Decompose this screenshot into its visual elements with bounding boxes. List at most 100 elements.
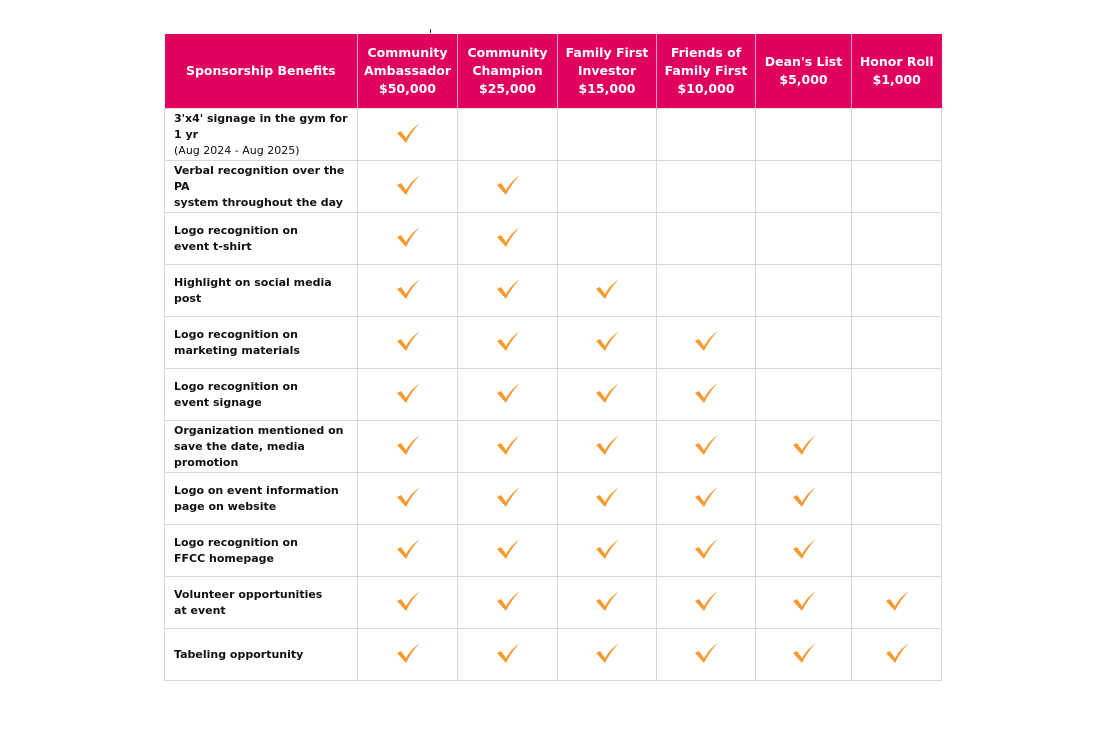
tier-cell: [851, 212, 942, 265]
checkmark-icon: [495, 642, 521, 664]
benefit-line1: Volunteer opportunities: [174, 587, 323, 601]
benefit-line1: 3'x4' signage in the gym for 1 yr: [174, 111, 348, 141]
tier-cell: [755, 108, 852, 161]
checkmark-icon: [495, 590, 521, 612]
benefit-line1: Highlight on social media post: [174, 275, 332, 305]
benefit-label: Volunteer opportunities at event: [164, 576, 358, 629]
checkmark-icon: [594, 382, 620, 404]
tier-cell: [851, 628, 942, 681]
benefit-label: Highlight on social media post: [164, 264, 358, 317]
tier-cell: [656, 160, 756, 213]
benefit-label: Logo on event information page on website: [164, 472, 358, 525]
tier-cell: [557, 368, 657, 421]
checkmark-icon: [791, 538, 817, 560]
tier-amount: $1,000: [872, 72, 921, 87]
benefit-label: Logo recognition on FFCC homepage: [164, 524, 358, 577]
tier-cell: [755, 524, 852, 577]
checkmark-icon: [495, 226, 521, 248]
tier-header: Honor Roll $1,000: [851, 34, 942, 109]
tier-cell: [357, 576, 458, 629]
tier-cell: [656, 472, 756, 525]
tier-cell: [755, 316, 852, 369]
tier-cell: [851, 524, 942, 577]
tier-name-line1: Community: [467, 45, 548, 60]
benefit-label: Verbal recognition over the PA system thr…: [164, 160, 358, 213]
tier-cell: [656, 524, 756, 577]
tier-cell: [457, 576, 558, 629]
tier-cell: [755, 212, 852, 265]
checkmark-icon: [791, 434, 817, 456]
tier-cell: [457, 368, 558, 421]
tier-cell: [457, 316, 558, 369]
tier-cell: [656, 420, 756, 473]
benefit-line1: Tabeling opportunity: [174, 647, 304, 661]
tier-cell: [851, 108, 942, 161]
checkmark-icon: [395, 226, 421, 248]
checkmark-icon: [791, 642, 817, 664]
benefit-label: Logo recognition on event t-shirt: [164, 212, 358, 265]
checkmark-icon: [791, 486, 817, 508]
checkmark-icon: [395, 486, 421, 508]
tier-amount: $15,000: [578, 81, 636, 96]
benefit-line1: Logo recognition on: [174, 223, 298, 237]
benefit-line2: system throughout the day: [174, 195, 343, 209]
benefit-line2: save the date, media promotion: [174, 439, 305, 469]
tier-cell: [357, 524, 458, 577]
tier-cell: [656, 212, 756, 265]
tier-cell: [357, 420, 458, 473]
tier-cell: [851, 576, 942, 629]
tier-cell: [457, 524, 558, 577]
checkmark-icon: [693, 538, 719, 560]
tier-cell: [755, 420, 852, 473]
checkmark-icon: [395, 538, 421, 560]
benefit-line1: Logo recognition on: [174, 327, 298, 341]
stray-mark: [430, 29, 431, 33]
tier-cell: [851, 264, 942, 317]
tier-cell: [851, 368, 942, 421]
tier-name-line1: Friends of: [670, 45, 742, 60]
checkmark-icon: [693, 382, 719, 404]
checkmark-icon: [594, 278, 620, 300]
tier-cell: [656, 108, 756, 161]
benefit-label: Logo recognition on event signage: [164, 368, 358, 421]
tier-name-line1: Community: [367, 45, 448, 60]
benefit-line1: Logo recognition on: [174, 379, 298, 393]
checkmark-icon: [884, 590, 910, 612]
checkmark-icon: [594, 590, 620, 612]
tier-cell: [557, 576, 657, 629]
checkmark-icon: [395, 642, 421, 664]
tier-cell: [357, 628, 458, 681]
tier-cell: [457, 212, 558, 265]
table-row: Tabeling opportunity: [164, 628, 942, 681]
tier-cell: [755, 628, 852, 681]
table-row: Logo recognition on event signage: [164, 368, 942, 421]
benefits-header: Sponsorship Benefits: [164, 34, 358, 109]
checkmark-icon: [495, 174, 521, 196]
checkmark-icon: [395, 330, 421, 352]
tier-cell: [557, 420, 657, 473]
tier-cell: [457, 472, 558, 525]
tier-name-line2: Family First: [664, 63, 748, 78]
checkmark-icon: [395, 382, 421, 404]
tier-cell: [755, 472, 852, 525]
table-row: Volunteer opportunities at event: [164, 576, 942, 629]
tier-amount: $50,000: [379, 81, 436, 96]
checkmark-icon: [693, 330, 719, 352]
tier-header: Community Champion $25,000: [457, 34, 558, 109]
tier-cell: [357, 472, 458, 525]
tier-cell: [357, 108, 458, 161]
table-row: Logo on event information page on website: [164, 472, 942, 525]
checkmark-icon: [495, 538, 521, 560]
tier-cell: [851, 472, 942, 525]
benefit-label: Logo recognition on marketing materials: [164, 316, 358, 369]
tier-name-line2: Investor: [577, 63, 637, 78]
benefit-line2: marketing materials: [174, 343, 300, 357]
tier-header: Friends of Family First $10,000: [656, 34, 756, 109]
tier-cell: [851, 420, 942, 473]
tier-cell: [656, 316, 756, 369]
tier-cell: [755, 368, 852, 421]
tier-cell: [755, 264, 852, 317]
tier-name-line2: Champion: [472, 63, 543, 78]
checkmark-icon: [395, 122, 421, 144]
benefit-line2: page on website: [174, 499, 277, 513]
